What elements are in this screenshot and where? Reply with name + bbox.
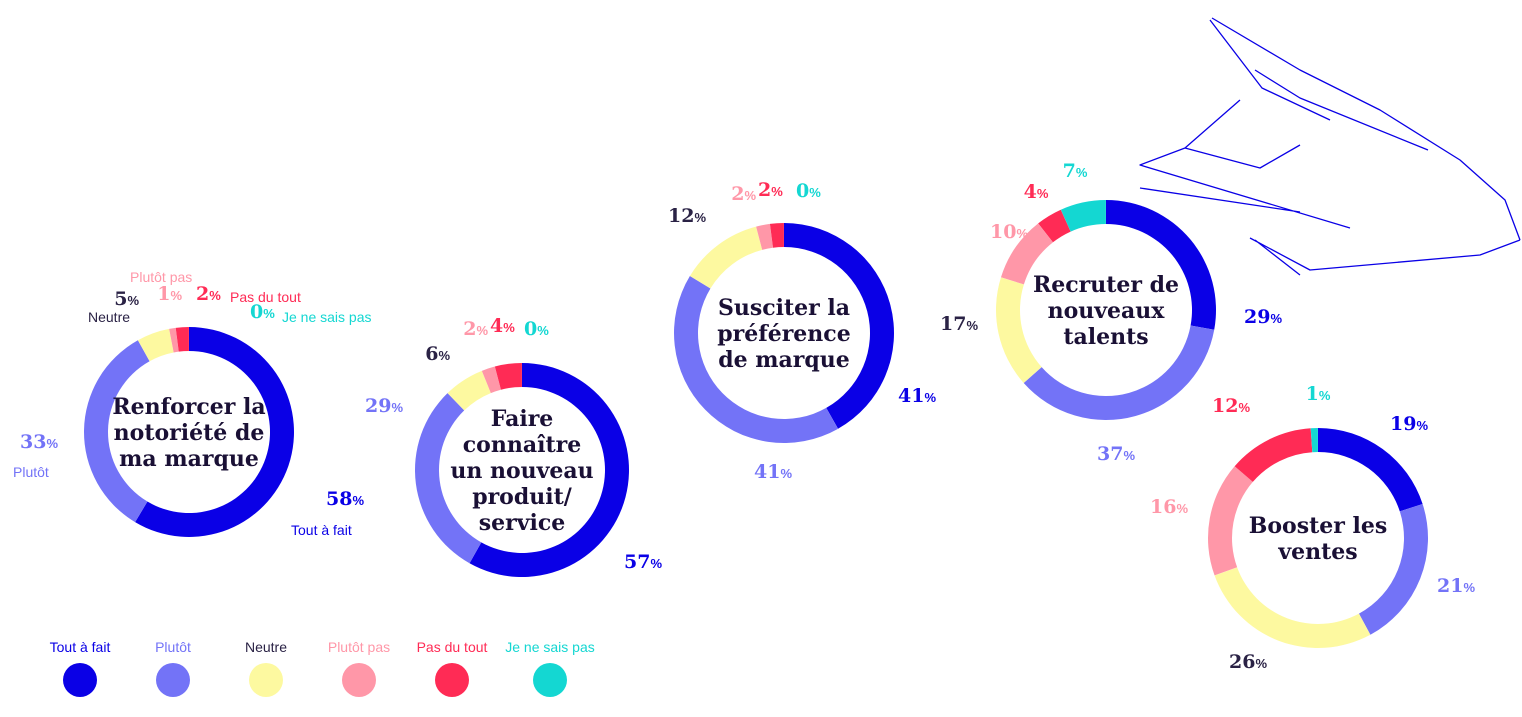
- category-label-plutot-pas: Plutôt pas: [130, 269, 192, 285]
- slice-tout-a-fait: [135, 327, 294, 537]
- category-label-je-ne-sais-pas: Je ne sais pas: [282, 309, 372, 325]
- data-label-pas-du-tout: 12%: [1212, 395, 1250, 417]
- data-label-tout-a-fait: 19%: [1390, 413, 1428, 435]
- chart-title: Renforcer la notoriété de ma marque: [112, 394, 265, 472]
- slice-tout-a-fait: [784, 223, 894, 429]
- slice-neutre: [447, 370, 491, 411]
- data-label-pas-du-tout: 4%: [490, 315, 515, 337]
- data-label-tout-a-fait: 41%: [898, 385, 936, 407]
- slice-pas-du-tout: [1234, 428, 1313, 482]
- legend-label-plutot: Plutôt: [155, 639, 191, 655]
- slice-pas-du-tout: [769, 223, 784, 248]
- slice-neutre: [137, 328, 174, 362]
- legend-swatch-pas-du-tout: [435, 663, 469, 697]
- data-label-tout-a-fait: 57%: [624, 551, 662, 573]
- slice-pas-du-tout: [1038, 209, 1071, 243]
- category-label-neutre: Neutre: [88, 309, 130, 325]
- slice-plutot-pas: [1000, 223, 1053, 285]
- slice-plutot: [1023, 325, 1215, 420]
- data-label-neutre: 12%: [668, 205, 706, 227]
- slice-je-ne-sais-pas: [1310, 428, 1318, 453]
- data-label-pas-du-tout: 4%: [1024, 181, 1049, 203]
- slice-pas-du-tout: [175, 327, 189, 352]
- decorative-hand-outline: [1139, 17, 1521, 276]
- slice-je-ne-sais-pas: [1060, 200, 1106, 232]
- legend-label-neutre: Neutre: [245, 639, 287, 655]
- data-label-je-ne-sais-pas: 0%: [250, 301, 275, 323]
- data-label-neutre: 17%: [940, 313, 978, 335]
- data-label-tout-a-fait: 29%: [1244, 306, 1282, 328]
- data-label-je-ne-sais-pas: 0%: [524, 318, 549, 340]
- category-label-pas-du-tout: Pas du tout: [230, 289, 301, 305]
- data-label-plutot: 41%: [754, 461, 792, 483]
- slice-plutot-pas: [481, 366, 501, 394]
- data-label-neutre: 26%: [1229, 651, 1267, 673]
- donut-chart-5: Booster les ventes 19% 21% 26% 16% 12% 1%: [1150, 383, 1475, 673]
- data-label-plutot-pas: 1%: [157, 283, 182, 305]
- slice-tout-a-fait: [1317, 428, 1423, 512]
- chart-title: Faire connaître un nouveau produit/service: [450, 406, 593, 536]
- data-label-plutot-pas: 2%: [731, 183, 756, 205]
- data-label-plutot: 29%: [365, 395, 403, 417]
- data-label-je-ne-sais-pas: 1%: [1306, 383, 1331, 405]
- legend-swatch-neutre: [249, 663, 283, 697]
- donut-chart-1: Renforcer la notoriété de ma marque 58% 33% 5…: [13, 269, 372, 538]
- legend-label-tout-a-fait: Tout à fait: [50, 639, 111, 655]
- slice-plutot: [1358, 504, 1429, 635]
- slice-tout-a-fait: [469, 363, 629, 577]
- data-label-pas-du-tout: 2%: [196, 283, 221, 305]
- data-label-tout-a-fait: 58%: [326, 488, 364, 510]
- slice-tout-a-fait: [1106, 200, 1216, 330]
- data-label-plutot: 33%: [20, 431, 58, 453]
- data-label-plutot-pas: 10%: [990, 221, 1028, 243]
- legend-label-pas-du-tout: Pas du tout: [417, 639, 488, 655]
- data-label-plutot-pas: 16%: [1150, 496, 1188, 518]
- legend-swatch-plutot-pas: [342, 663, 376, 697]
- data-label-plutot: 21%: [1437, 575, 1475, 597]
- data-label-pas-du-tout: 2%: [758, 179, 783, 201]
- slice-plutot: [83, 340, 150, 523]
- slice-neutre: [1214, 567, 1371, 649]
- category-label-tout-a-fait: Tout à fait: [291, 522, 352, 538]
- donut-chart-3: Susciter la préférence de marque 41% 41% 12% 2…: [668, 179, 936, 483]
- data-label-je-ne-sais-pas: 0%: [796, 180, 821, 202]
- data-label-je-ne-sais-pas: 7%: [1063, 160, 1088, 182]
- slice-plutot-pas: [1208, 466, 1253, 576]
- donut-chart-2: Faire connaître un nouveau produit/service 5…: [365, 315, 662, 577]
- data-label-neutre: 6%: [425, 343, 450, 365]
- slice-plutot: [414, 393, 482, 564]
- legend-swatch-tout-a-fait: [63, 663, 97, 697]
- category-label-plutot: Plutôt: [13, 464, 49, 480]
- legend: Tout à fait Plutôt Neutre Plutôt pas Pas du …: [50, 639, 595, 697]
- slice-neutre: [689, 226, 763, 289]
- donut-chart-4: Recruter de nouveaux talents 29% 37% 17% 10% 4%…: [940, 160, 1282, 465]
- slice-pas-du-tout: [494, 363, 522, 390]
- legend-label-plutot-pas: Plutôt pas: [328, 639, 390, 655]
- slice-plutot-pas: [169, 327, 179, 353]
- legend-swatch-je-ne-sais-pas: [533, 663, 567, 697]
- legend-swatch-plutot: [156, 663, 190, 697]
- data-label-plutot-pas: 2%: [463, 318, 488, 340]
- chart-title: Susciter la préférence de marque: [717, 295, 850, 373]
- slice-plutot: [674, 276, 838, 443]
- legend-label-je-ne-sais-pas: Je ne sais pas: [505, 639, 595, 655]
- slice-plutot-pas: [756, 223, 773, 250]
- chart-title: Booster les ventes: [1249, 513, 1387, 565]
- chart-title: Recruter de nouveaux talents: [1033, 272, 1179, 350]
- slice-neutre: [996, 277, 1042, 383]
- data-label-neutre: 5%: [114, 288, 139, 310]
- data-label-plutot: 37%: [1097, 443, 1135, 465]
